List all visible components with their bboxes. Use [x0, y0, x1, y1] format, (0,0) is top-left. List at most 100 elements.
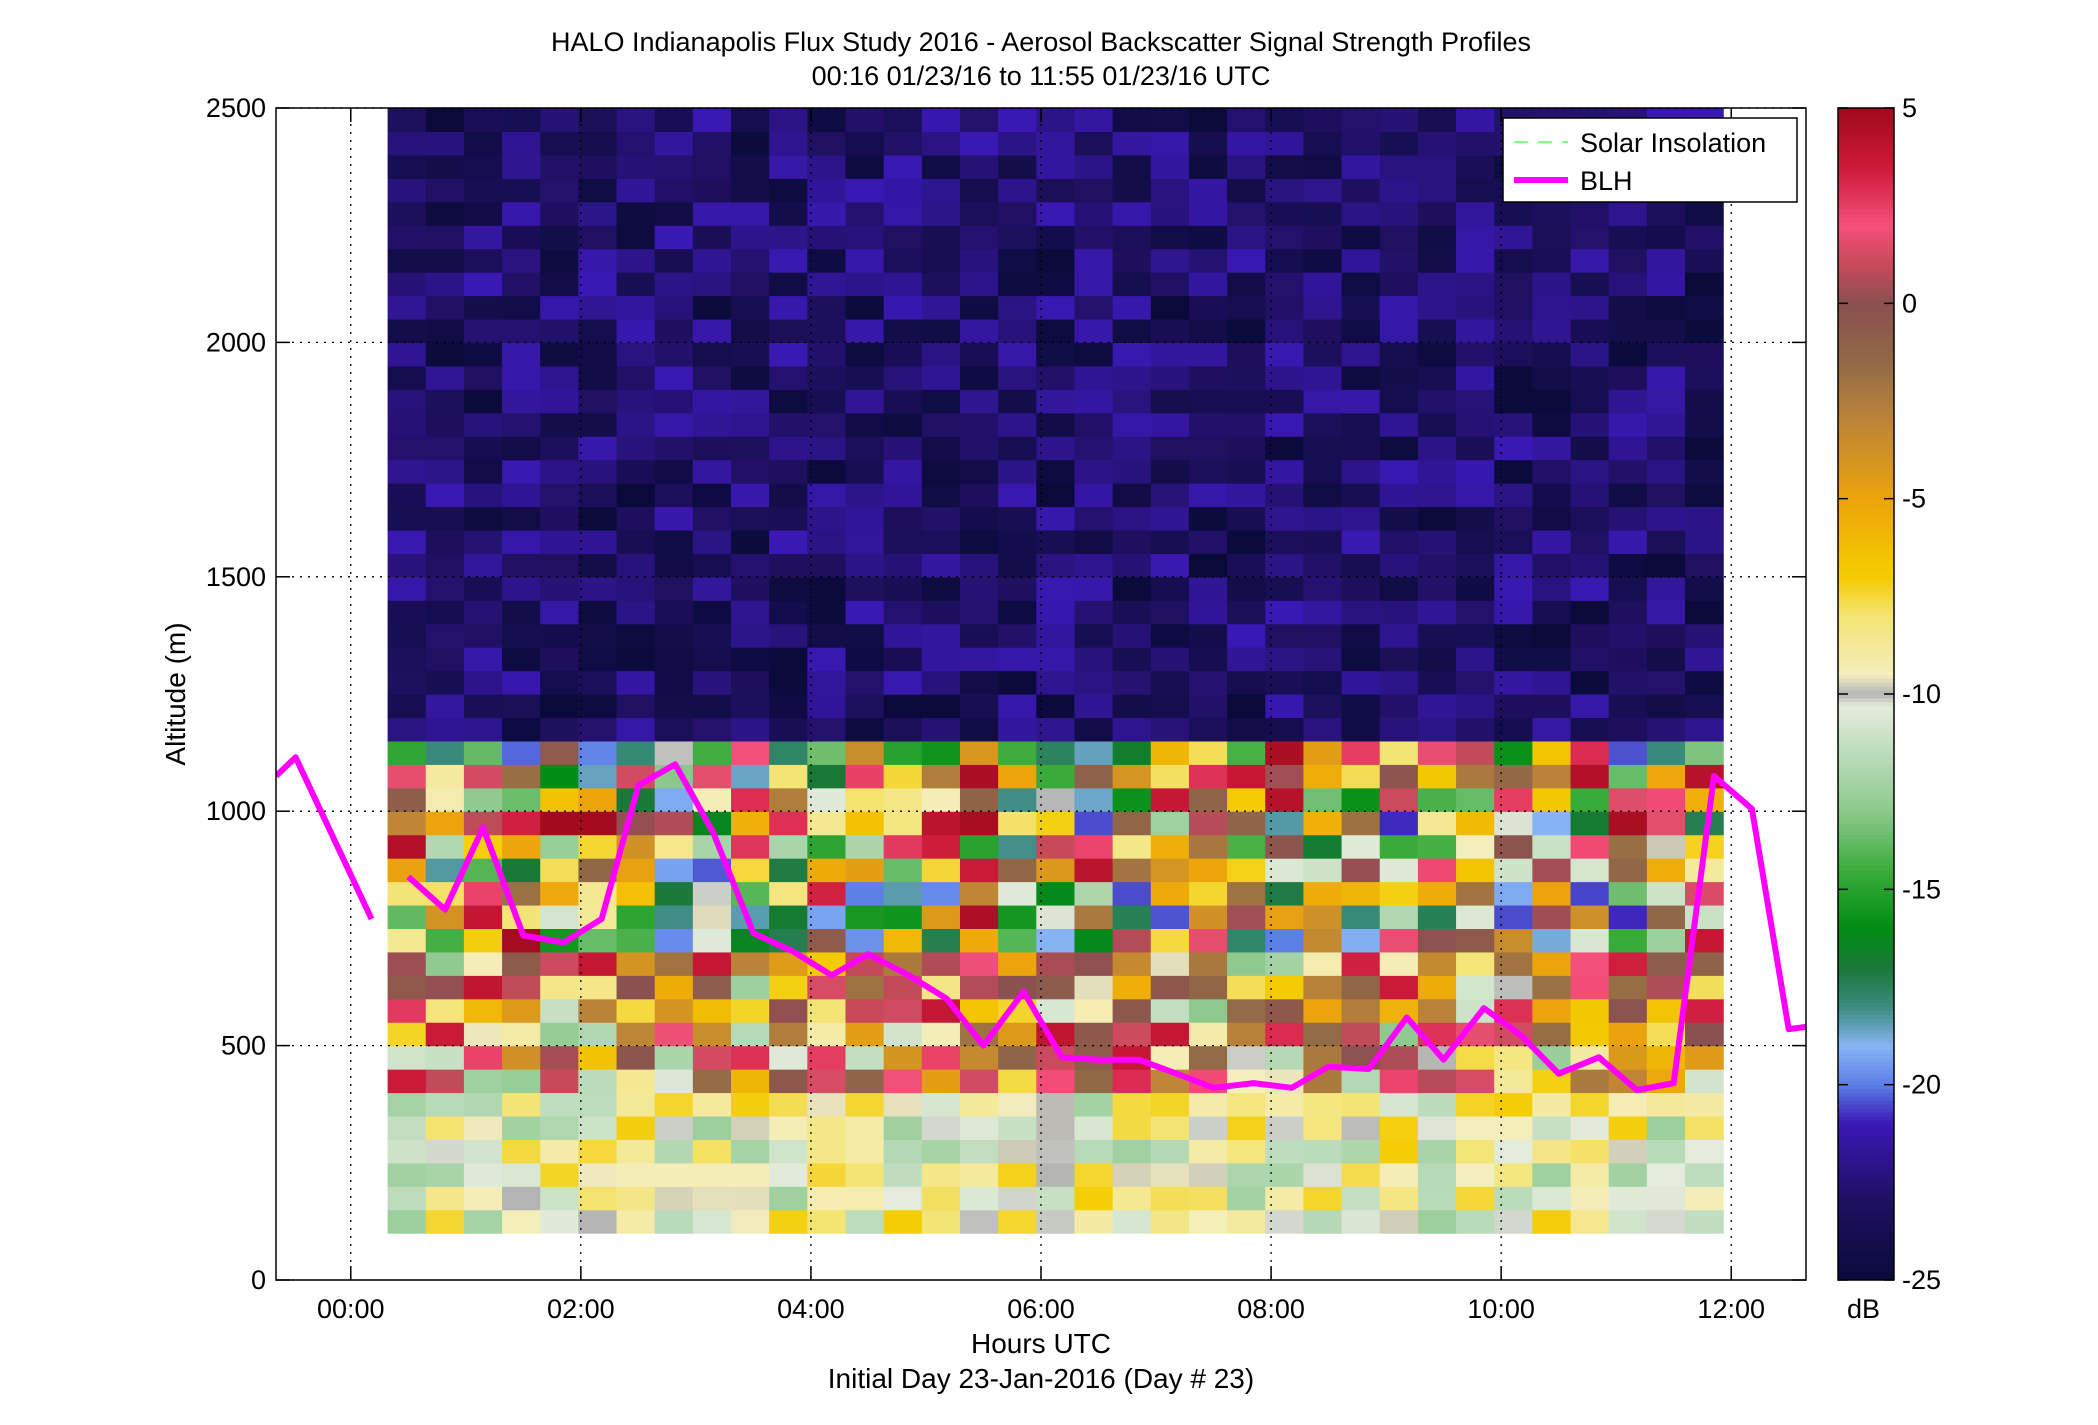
heatmap-cell — [1685, 225, 1724, 250]
heatmap-cell — [769, 647, 808, 672]
heatmap-cell — [1227, 928, 1266, 953]
heatmap-cell — [1379, 881, 1419, 906]
heatmap-cell — [1265, 1022, 1305, 1047]
heatmap-cell — [463, 647, 503, 672]
heatmap-cell — [731, 436, 770, 461]
heatmap-cell — [731, 342, 770, 367]
heatmap-cell — [1456, 365, 1495, 390]
heatmap-cell — [1265, 764, 1305, 789]
heatmap-cell — [1532, 764, 1572, 789]
heatmap-cell — [1341, 272, 1381, 297]
heatmap-cell — [616, 318, 656, 343]
heatmap-cell — [502, 272, 541, 297]
heatmap-cell — [463, 1115, 503, 1140]
heatmap-cell — [1188, 553, 1228, 578]
heatmap-cell — [654, 1115, 694, 1140]
heatmap-cell — [1494, 248, 1533, 273]
heatmap-cell — [921, 459, 961, 484]
heatmap-cell — [578, 600, 618, 625]
heatmap-cell — [1036, 154, 1076, 179]
heatmap-cell — [883, 694, 923, 719]
colorbar-segment — [1838, 186, 1894, 191]
heatmap-cell — [1456, 225, 1495, 250]
heatmap-cell — [1341, 1092, 1381, 1117]
colorbar: 50-5-10-15-20-25 dB — [1837, 93, 1941, 1324]
heatmap-cell — [463, 178, 503, 203]
heatmap-cell — [1227, 1045, 1266, 1070]
heatmap-cell — [1341, 647, 1381, 672]
heatmap-cell — [1265, 834, 1305, 859]
heatmap-cell — [1608, 740, 1648, 765]
heatmap-cell — [540, 529, 579, 554]
colorbar-segment — [1838, 389, 1894, 394]
colorbar-segment — [1838, 1088, 1894, 1093]
heatmap-cell — [998, 1045, 1037, 1070]
heatmap-cell — [502, 576, 541, 601]
legend-label-solar-insolation: Solar Insolation — [1580, 128, 1766, 158]
colorbar-segment — [1838, 1072, 1894, 1078]
heatmap-cell — [1379, 975, 1419, 1000]
y-tick-label: 0 — [251, 1265, 266, 1295]
heatmap-cell — [502, 131, 541, 156]
heatmap-cell — [1494, 1092, 1533, 1117]
colorbar-segment — [1838, 639, 1894, 644]
heatmap-cell — [1303, 506, 1343, 531]
heatmap-cell — [1494, 459, 1533, 484]
heatmap-cell — [921, 1069, 961, 1094]
legend[interactable]: Solar Insolation BLH — [1502, 117, 1798, 203]
heatmap-cell — [1036, 623, 1076, 648]
heatmap-cell — [578, 1115, 618, 1140]
heatmap-cell — [1188, 178, 1228, 203]
colorbar-segment — [1838, 694, 1894, 699]
heatmap-cell — [1417, 717, 1457, 742]
heatmap-cell — [1303, 600, 1343, 625]
colorbar-segment — [1838, 1033, 1894, 1039]
heatmap-cell — [1417, 178, 1457, 203]
colorbar-segment — [1838, 1041, 1894, 1047]
heatmap-cell — [1112, 811, 1152, 836]
heatmap-cell — [731, 600, 770, 625]
heatmap-cell — [959, 928, 999, 953]
heatmap-cell — [1303, 108, 1343, 133]
colorbar-segment — [1838, 1018, 1894, 1023]
heatmap-cell — [959, 318, 999, 343]
heatmap-cell — [959, 412, 999, 437]
heatmap-cell — [578, 1069, 618, 1094]
heatmap-cell — [1608, 459, 1648, 484]
heatmap-cell — [425, 647, 465, 672]
heatmap-cell — [502, 225, 541, 250]
heatmap-cell — [1494, 412, 1533, 437]
colorbar-segment — [1838, 940, 1894, 945]
heatmap-cell — [998, 717, 1037, 742]
heatmap-cell — [578, 1186, 618, 1211]
heatmap-cell — [616, 1209, 656, 1234]
heatmap-cell — [1532, 389, 1572, 414]
heatmap-cell — [883, 1092, 923, 1117]
heatmap-cell — [1341, 365, 1381, 390]
colorbar-segment — [1838, 197, 1894, 203]
heatmap-cell — [1074, 834, 1114, 859]
heatmap-cell — [1685, 576, 1724, 601]
heatmap-cell — [1570, 600, 1610, 625]
heatmap-cell — [1074, 1022, 1114, 1047]
heatmap-cell — [1379, 1115, 1419, 1140]
heatmap-cell — [1379, 1092, 1419, 1117]
heatmap-cell — [1188, 1092, 1228, 1117]
colorbar-segment — [1838, 744, 1894, 750]
heatmap-cell — [1685, 272, 1724, 297]
heatmap-cell — [1685, 389, 1724, 414]
heatmap-cell — [1303, 694, 1343, 719]
heatmap-cell — [463, 951, 503, 976]
colorbar-segment — [1838, 502, 1894, 507]
heatmap-cell — [1036, 834, 1076, 859]
heatmap-cell — [1074, 787, 1114, 812]
colorbar-segment — [1838, 561, 1894, 566]
heatmap-cell — [1379, 717, 1419, 742]
colorbar-segment — [1838, 311, 1894, 316]
heatmap-cell — [731, 694, 770, 719]
heatmap-cell — [883, 412, 923, 437]
heatmap-cell — [578, 178, 618, 203]
heatmap-cell — [1532, 670, 1572, 695]
heatmap-cell — [769, 225, 808, 250]
heatmap-cell — [1456, 1139, 1495, 1164]
